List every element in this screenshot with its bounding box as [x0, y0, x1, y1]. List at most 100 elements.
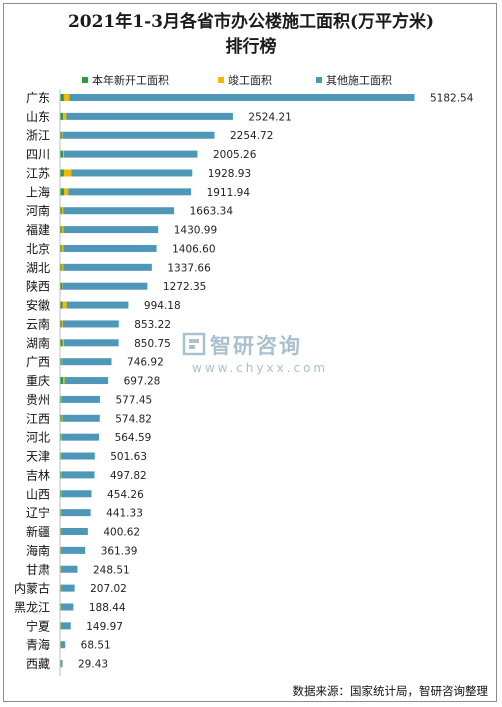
bar-segment-completed — [61, 433, 62, 441]
category-label: 四川 — [26, 148, 50, 162]
legend-item-completed: 竣工面积 — [218, 72, 272, 88]
bar-segment-other-construction — [61, 471, 95, 479]
bar-segment-new-construction — [60, 150, 64, 158]
bar-segment-completed — [61, 320, 63, 328]
bar-segment-completed — [60, 603, 62, 611]
bar-segment-other-construction — [64, 377, 109, 385]
title-line-1: 2021年1-3月各省市办公楼施工面积(万平方米) — [67, 12, 435, 32]
bar-segment-other-construction — [63, 244, 157, 252]
category-label: 青海 — [26, 637, 50, 652]
bar-segment-other-construction — [61, 565, 78, 573]
data-source-note: 数据来源：国家统计局，智研咨询整理 — [292, 684, 489, 698]
bar-segment-completed — [63, 169, 72, 177]
category-label: 福建 — [26, 222, 50, 237]
bar-segment-completed — [64, 188, 69, 196]
legend-swatch-other-construction — [316, 77, 322, 83]
bar-segment-new-construction — [60, 94, 64, 101]
total-value-label: 2254.72 — [230, 130, 273, 142]
bar-segment-other-construction — [61, 584, 75, 592]
category-label: 江西 — [26, 412, 50, 426]
bar-segment-other-construction — [61, 433, 100, 441]
legend-label-other-construction: 其他施工面积 — [326, 74, 392, 87]
bar-segment-new-construction — [60, 358, 62, 366]
bar-segment-other-construction — [62, 358, 112, 366]
category-label: 宁夏 — [26, 618, 50, 633]
bar-segment-new-construction — [60, 301, 63, 309]
bar-segment-other-construction — [69, 94, 415, 101]
bar-segment-completed — [60, 584, 62, 592]
category-label: 黑龙江 — [14, 600, 50, 614]
total-value-label: 1272.35 — [163, 281, 206, 293]
bar-segment-new-construction — [60, 452, 62, 460]
legend-item-other-construction: 其他施工面积 — [316, 72, 392, 88]
bar-segment-completed — [61, 490, 62, 498]
bar-segment-new-construction — [60, 320, 62, 328]
bar-segment-other-construction — [62, 131, 215, 139]
bar-segment-other-construction — [60, 641, 66, 649]
category-label: 吉林 — [26, 468, 50, 482]
bar-segment-new-construction — [60, 395, 62, 403]
bar-segment-new-construction — [60, 433, 62, 441]
bar-segment-completed — [61, 358, 63, 366]
category-label: 上海 — [26, 184, 50, 199]
total-value-label: 497.82 — [110, 470, 147, 482]
bar-segment-other-construction — [61, 509, 91, 517]
bar-segment-other-construction — [63, 150, 198, 158]
total-value-label: 1337.66 — [167, 262, 211, 274]
bar-segment-new-construction — [60, 131, 62, 139]
bar-segment-other-construction — [66, 301, 129, 309]
bar-segment-other-construction — [61, 490, 92, 498]
bar-segment-other-construction — [60, 660, 63, 668]
category-label: 辽宁 — [26, 505, 50, 520]
bar-segment-new-construction — [60, 603, 62, 611]
total-value-label: 994.18 — [144, 300, 181, 312]
total-value-label: 1406.60 — [172, 243, 215, 255]
bar-segment-new-construction — [60, 112, 64, 120]
bar-segment-new-construction — [60, 263, 62, 271]
bar-segment-new-construction — [60, 471, 62, 479]
total-value-label: 697.28 — [124, 376, 161, 388]
bar-segment-completed — [63, 377, 65, 385]
bar-segment-new-construction — [60, 207, 62, 215]
category-label: 河北 — [26, 431, 50, 445]
bar-segment-other-construction — [62, 414, 100, 422]
bar-segment-new-construction — [60, 188, 65, 196]
total-value-label: 29.43 — [78, 659, 108, 671]
bar-segment-other-construction — [60, 622, 71, 630]
chart-title: 2021年1-3月各省市办公楼施工面积(万平方米) 排行榜 — [0, 10, 502, 60]
total-value-label: 1663.34 — [190, 206, 234, 218]
bar-segment-completed — [62, 282, 63, 290]
category-label: 广东 — [26, 91, 50, 105]
chart-legend: 本年新开工面积 竣工面积 其他施工面积 — [0, 72, 502, 88]
total-value-label: 207.02 — [90, 583, 127, 595]
bar-segment-new-construction — [60, 528, 62, 536]
category-label: 海南 — [26, 543, 50, 558]
bar-segment-new-construction — [60, 584, 62, 592]
bar-segment-other-construction — [63, 339, 119, 347]
total-value-label: 577.45 — [115, 394, 152, 406]
total-value-label: 746.92 — [127, 357, 164, 369]
total-value-label: 574.82 — [115, 413, 152, 425]
bar-segment-new-construction — [60, 339, 63, 347]
total-value-label: 1911.94 — [207, 187, 251, 199]
bar-segment-new-construction — [60, 546, 62, 554]
category-label: 云南 — [26, 316, 50, 331]
bar-segment-other-construction — [66, 112, 233, 120]
bar-segment-other-construction — [61, 603, 74, 611]
category-label: 西藏 — [26, 657, 50, 671]
bar-segment-other-construction — [68, 188, 192, 196]
bar-segment-completed — [61, 509, 62, 517]
bar-segment-completed — [61, 395, 62, 403]
category-label: 安徽 — [26, 298, 50, 313]
category-label: 广西 — [26, 355, 50, 369]
bar-segment-completed — [60, 528, 62, 536]
category-label: 贵州 — [26, 393, 50, 407]
total-value-label: 2524.21 — [248, 111, 291, 123]
bar-segment-completed — [60, 546, 62, 554]
category-label: 浙江 — [26, 129, 50, 143]
legend-label-completed: 竣工面积 — [228, 74, 272, 87]
bar-segment-other-construction — [61, 528, 88, 536]
bar-segment-new-construction — [60, 282, 63, 290]
bar-segment-completed — [61, 263, 64, 271]
